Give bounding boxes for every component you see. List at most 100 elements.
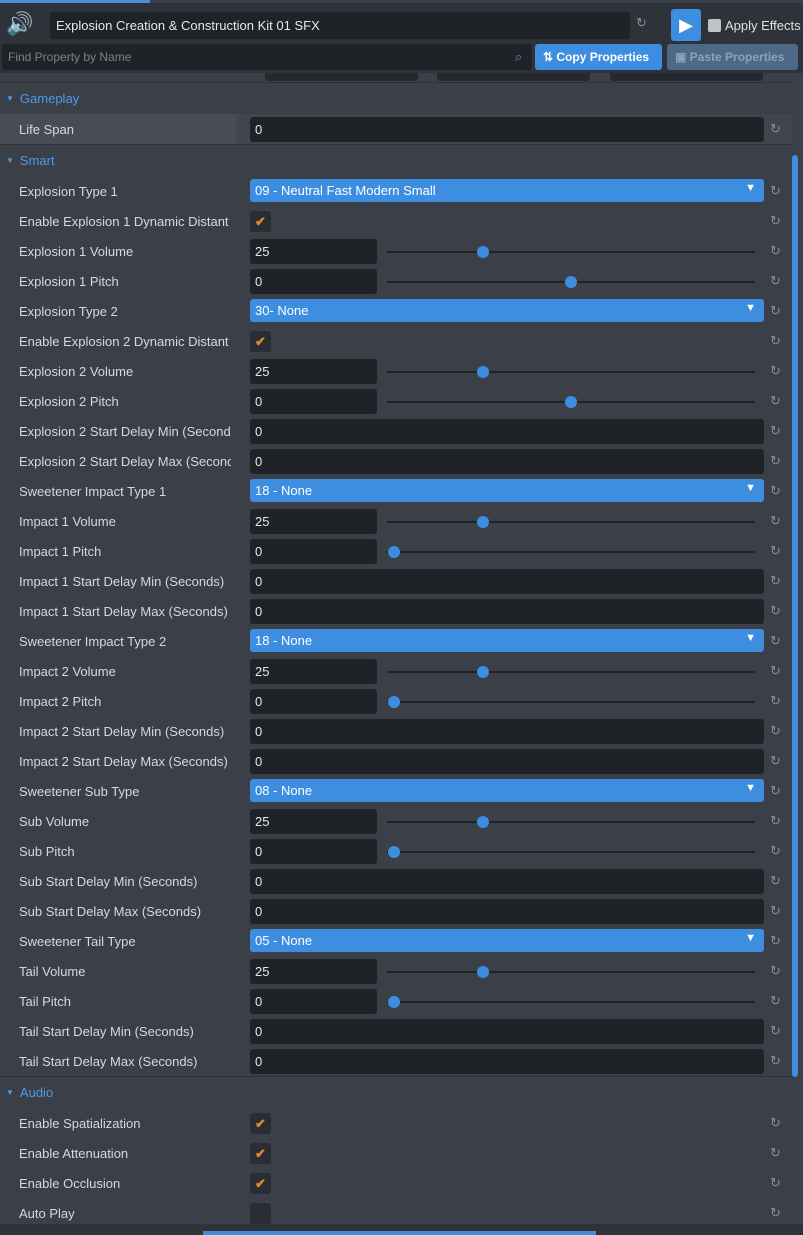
value-input[interactable]: 0 (250, 719, 764, 744)
search-input[interactable]: Find Property by Name (2, 44, 532, 70)
checkbox[interactable]: ✔ (250, 211, 271, 232)
reset-icon[interactable]: ↻ (770, 543, 781, 558)
value-input[interactable]: 25 (250, 509, 377, 534)
value-input[interactable]: 0 (250, 989, 377, 1014)
section-gameplay[interactable]: ▼ Gameplay (0, 82, 792, 114)
reset-icon[interactable]: ↻ (770, 843, 781, 858)
reset-icon[interactable]: ↻ (636, 15, 647, 30)
reset-icon[interactable]: ↻ (770, 243, 781, 258)
reset-icon[interactable]: ↻ (770, 1145, 781, 1160)
object-name-field[interactable]: Explosion Creation & Construction Kit 01… (50, 12, 630, 39)
reset-icon[interactable]: ↻ (770, 723, 781, 738)
value-input[interactable]: 25 (250, 359, 377, 384)
reset-icon[interactable]: ↻ (770, 963, 781, 978)
play-button[interactable]: ▶ (671, 9, 701, 41)
checkbox[interactable] (250, 1203, 271, 1224)
reset-icon[interactable]: ↻ (770, 453, 781, 468)
value-input[interactable]: 0 (250, 1049, 764, 1074)
slider-thumb[interactable] (476, 366, 489, 378)
reset-icon[interactable]: ↻ (770, 783, 781, 798)
value-input[interactable]: 0 (250, 899, 764, 924)
reset-icon[interactable]: ↻ (770, 483, 781, 498)
value-input[interactable]: 0 (250, 749, 764, 774)
reset-icon[interactable]: ↻ (770, 393, 781, 408)
reset-icon[interactable]: ↻ (770, 273, 781, 288)
value-input[interactable]: 0 (250, 839, 377, 864)
slider-thumb[interactable] (388, 846, 401, 858)
slider-thumb[interactable] (565, 276, 577, 288)
dropdown[interactable]: 18 - None ▼ (250, 629, 764, 652)
slider-track[interactable] (387, 996, 755, 1008)
reset-icon[interactable]: ↻ (770, 663, 781, 678)
reset-icon[interactable]: ↻ (770, 633, 781, 648)
slider-track[interactable] (387, 966, 755, 978)
paste-properties-button[interactable]: ▣ Paste Properties (667, 44, 798, 70)
value-input[interactable]: 0 (250, 389, 377, 414)
reset-icon[interactable]: ↻ (770, 333, 781, 348)
reset-icon[interactable]: ↻ (770, 1115, 781, 1130)
reset-icon[interactable]: ↻ (770, 121, 781, 136)
reset-icon[interactable]: ↻ (770, 303, 781, 318)
reset-icon[interactable]: ↻ (770, 873, 781, 888)
apply-effects-checkbox[interactable]: Apply Effects (708, 18, 801, 33)
reset-icon[interactable]: ↻ (770, 603, 781, 618)
reset-icon[interactable]: ↻ (770, 813, 781, 828)
reset-icon[interactable]: ↻ (770, 903, 781, 918)
value-input[interactable]: 25 (250, 659, 377, 684)
reset-icon[interactable]: ↻ (770, 753, 781, 768)
copy-properties-button[interactable]: ⇅ Copy Properties (535, 44, 662, 70)
slider-thumb[interactable] (476, 666, 489, 678)
value-input[interactable]: 25 (250, 959, 377, 984)
reset-icon[interactable]: ↻ (770, 933, 781, 948)
slider-track[interactable] (387, 366, 755, 378)
dropdown[interactable]: 30- None ▼ (250, 299, 764, 322)
slider-track[interactable] (387, 396, 755, 408)
slider-track[interactable] (387, 666, 755, 678)
slider-thumb[interactable] (476, 966, 489, 978)
reset-icon[interactable]: ↻ (770, 213, 781, 228)
slider-track[interactable] (387, 816, 755, 828)
slider-thumb[interactable] (565, 396, 577, 408)
slider-track[interactable] (387, 516, 755, 528)
dropdown[interactable]: 08 - None ▼ (250, 779, 764, 802)
value-input[interactable]: 0 (250, 689, 377, 714)
value-input[interactable]: 0 (250, 539, 377, 564)
slider-track[interactable] (387, 546, 755, 558)
horizontal-scrollbar[interactable] (203, 1231, 596, 1235)
checkbox[interactable]: ✔ (250, 331, 271, 352)
slider-thumb[interactable] (476, 816, 489, 828)
reset-icon[interactable]: ↻ (770, 513, 781, 528)
section-audio[interactable]: ▼ Audio (0, 1076, 792, 1108)
value-input[interactable]: 0 (250, 599, 764, 624)
slider-thumb[interactable] (476, 516, 489, 528)
reset-icon[interactable]: ↻ (770, 1023, 781, 1038)
slider-track[interactable] (387, 846, 755, 858)
dropdown[interactable]: 05 - None ▼ (250, 929, 764, 952)
dropdown[interactable]: 18 - None ▼ (250, 479, 764, 502)
value-input[interactable]: 0 (250, 869, 764, 894)
reset-icon[interactable]: ↻ (770, 1205, 781, 1220)
slider-track[interactable] (387, 276, 755, 288)
value-input[interactable]: 25 (250, 809, 377, 834)
reset-icon[interactable]: ↻ (770, 363, 781, 378)
checkbox[interactable]: ✔ (250, 1173, 271, 1194)
value-input[interactable]: 0 (250, 449, 764, 474)
reset-icon[interactable]: ↻ (770, 693, 781, 708)
value-input[interactable]: 0 (250, 569, 764, 594)
reset-icon[interactable]: ↻ (770, 573, 781, 588)
value-input[interactable]: 0 (250, 419, 764, 444)
slider-thumb[interactable] (476, 246, 489, 258)
slider-track[interactable] (387, 696, 755, 708)
checkbox[interactable]: ✔ (250, 1113, 271, 1134)
value-input[interactable]: 0 (250, 1019, 764, 1044)
slider-track[interactable] (387, 246, 755, 258)
reset-icon[interactable]: ↻ (770, 423, 781, 438)
dropdown[interactable]: 09 - Neutral Fast Modern Small ▼ (250, 179, 764, 202)
value-input[interactable]: 0 (250, 117, 764, 142)
slider-thumb[interactable] (388, 996, 401, 1008)
reset-icon[interactable]: ↻ (770, 1053, 781, 1068)
vertical-scrollbar[interactable] (792, 155, 798, 1077)
section-smart[interactable]: ▼ Smart (0, 144, 792, 176)
reset-icon[interactable]: ↻ (770, 993, 781, 1008)
reset-icon[interactable]: ↻ (770, 1175, 781, 1190)
